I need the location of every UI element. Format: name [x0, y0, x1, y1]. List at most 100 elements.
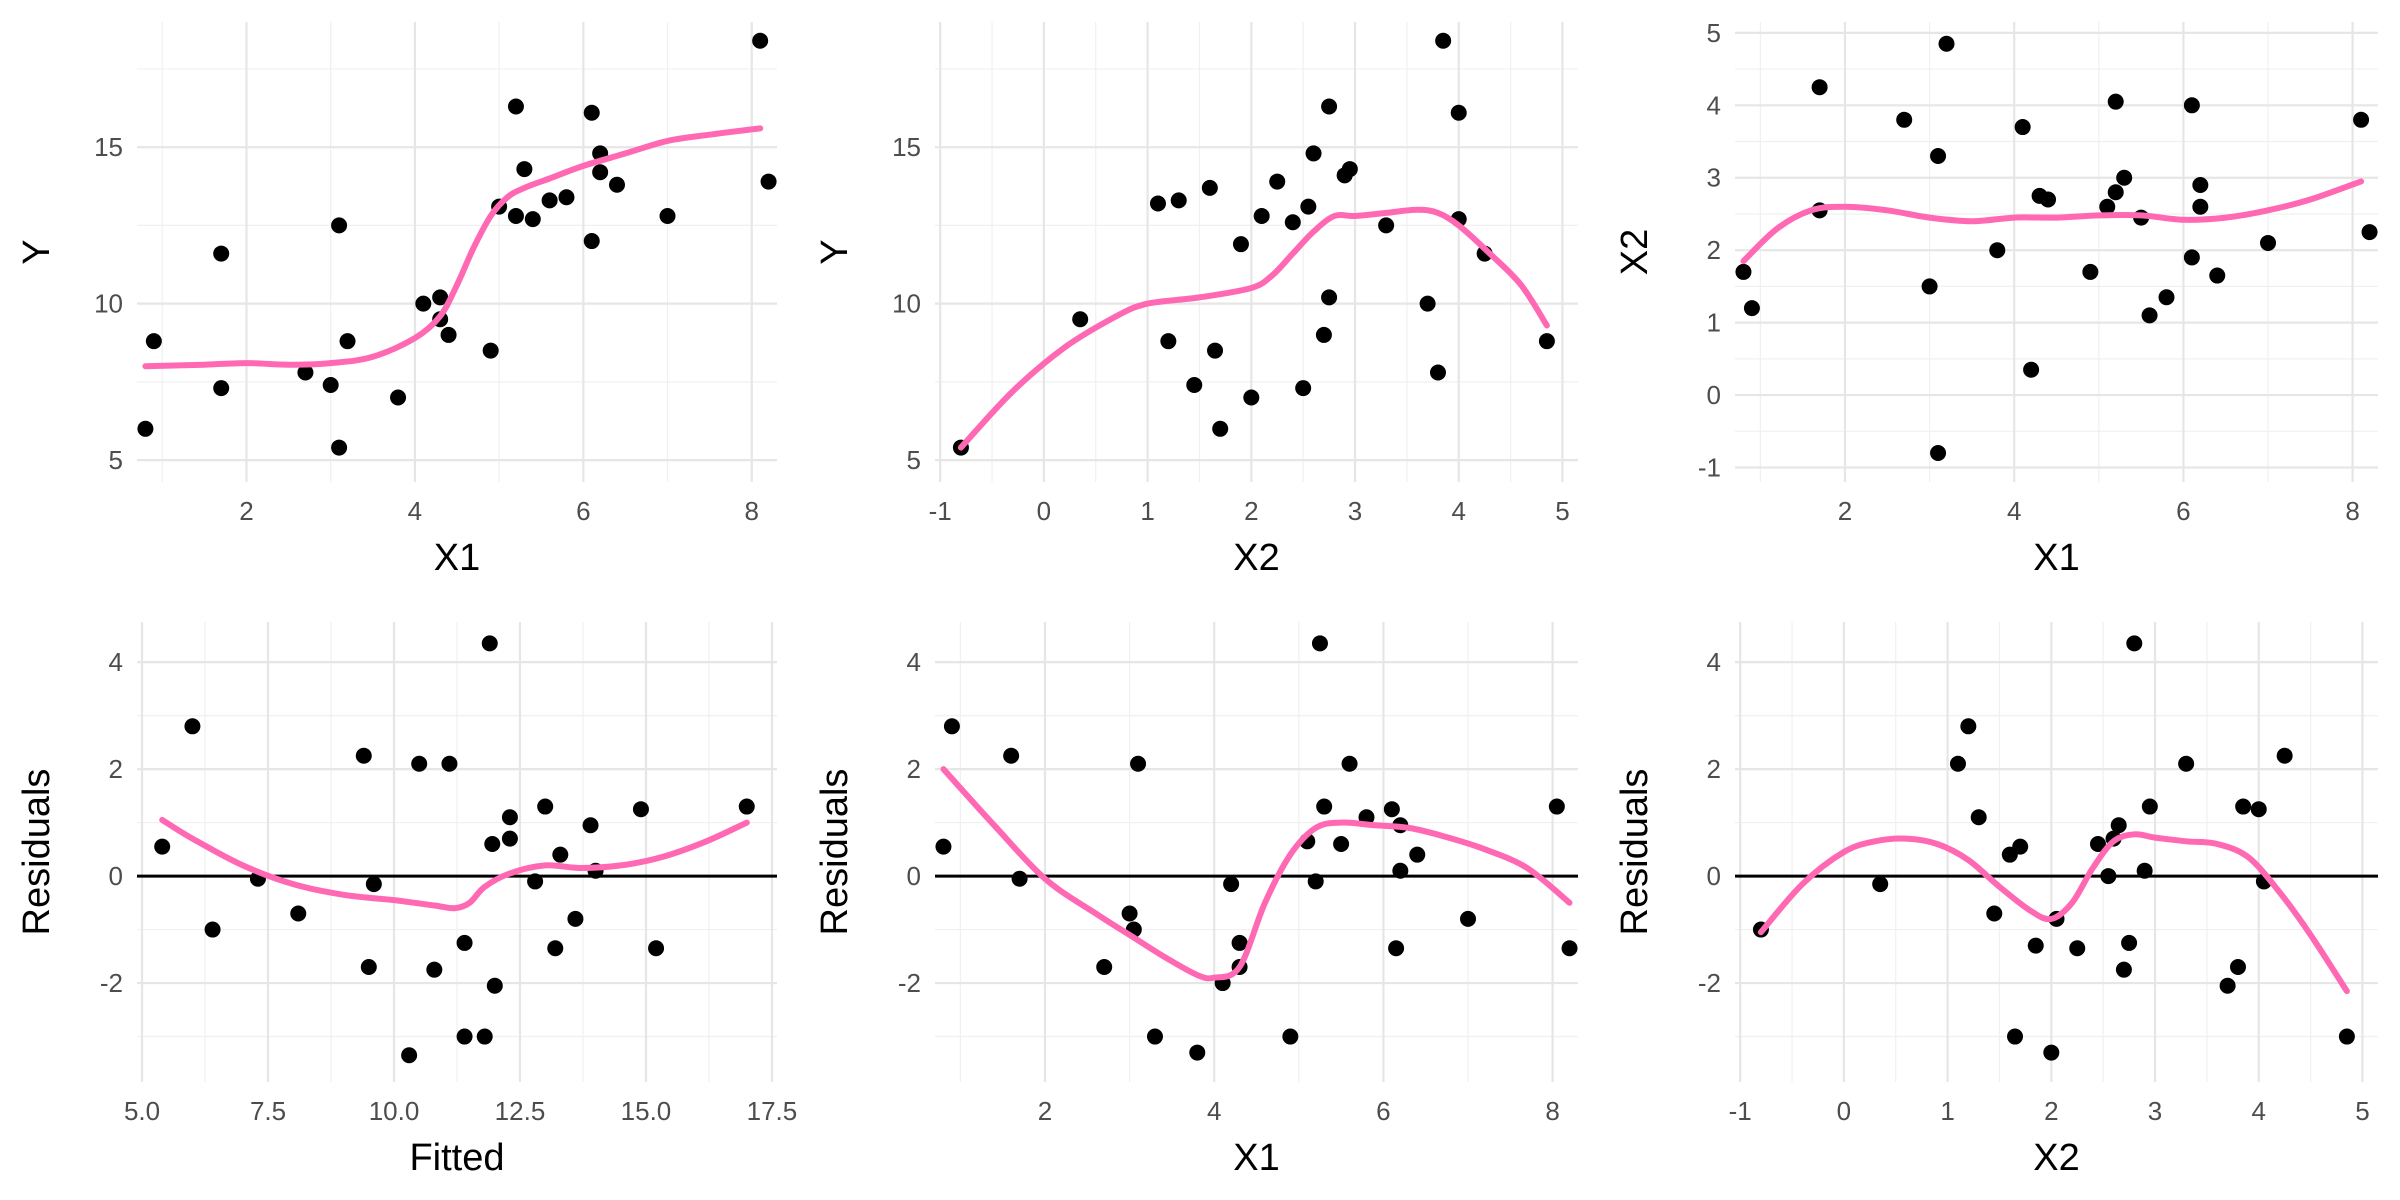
y-tick-label: 3: [1707, 163, 1721, 193]
x-tick-label: 10.0: [369, 1096, 420, 1126]
x-tick-label: -1: [929, 496, 952, 526]
data-point: [2116, 169, 2133, 186]
data-point: [2141, 798, 2158, 815]
data-point: [1212, 420, 1229, 437]
x-tick-label: 6: [2176, 496, 2190, 526]
smooth-trend-line: [940, 766, 1573, 982]
x-tick-label: 1: [1140, 496, 1154, 526]
y-tick-label: 2: [109, 754, 123, 784]
data-point: [331, 217, 348, 234]
data-point: [1743, 300, 1760, 317]
data-point: [2209, 267, 2226, 284]
data-point: [2183, 97, 2200, 114]
data-point: [2089, 835, 2106, 852]
y-tick-label: 4: [907, 647, 921, 677]
data-point: [145, 333, 162, 350]
y-tick-label: 2: [1707, 754, 1721, 784]
data-point: [1341, 161, 1358, 178]
data-point: [1450, 104, 1467, 121]
x-tick-label: 4: [1207, 1096, 1221, 1126]
y-tick-label: -2: [1698, 968, 1721, 998]
data-point: [524, 211, 541, 228]
data-point: [583, 104, 600, 121]
y-tick-label: 0: [1707, 861, 1721, 891]
panel-5: 2 4 6 8 -2 0 2 4 X1 Residuals: [814, 622, 1578, 1179]
x-tick-label: 7.5: [250, 1096, 286, 1126]
data-point: [1011, 870, 1028, 887]
data-point: [567, 910, 584, 927]
data-point: [648, 940, 665, 957]
data-point: [2121, 934, 2138, 951]
data-point: [484, 835, 501, 852]
data-point: [1096, 959, 1113, 975]
y-tick-label: -2: [898, 968, 921, 998]
data-point: [2178, 755, 2195, 772]
x-tick-label: 2: [1038, 1096, 1052, 1126]
data-point: [541, 192, 558, 209]
data-point: [204, 921, 221, 938]
data-point: [184, 718, 201, 735]
data-point: [2110, 817, 2127, 834]
data-point: [632, 801, 649, 818]
panel-4: 5.0 7.5 10.0 12.5 15.0 17.5 -2 0 2 4 Fitted Residua…: [16, 622, 797, 1179]
data-point: [552, 846, 569, 863]
data-point: [1269, 173, 1286, 190]
data-point: [527, 873, 544, 890]
data-point: [1930, 445, 1947, 462]
data-point: [1378, 217, 1395, 234]
data-point: [1970, 809, 1987, 826]
data-point: [2158, 289, 2175, 306]
data-point: [137, 420, 154, 437]
y-tick-label: 0: [907, 861, 921, 891]
data-point: [2260, 234, 2277, 251]
data-point: [2107, 93, 2124, 110]
data-point: [2023, 361, 2040, 378]
smooth-trend-line: [957, 206, 1550, 451]
data-point: [2043, 1044, 2060, 1061]
y-axis-title: Residuals: [1614, 769, 1656, 936]
y-axis-title: Residuals: [16, 769, 58, 936]
y-tick-label: 4: [109, 647, 123, 677]
data-point: [1409, 846, 1426, 863]
y-tick-label: 5: [109, 445, 123, 475]
data-point: [558, 189, 575, 206]
data-point: [2082, 263, 2099, 280]
x-tick-label: 3: [2148, 1096, 2162, 1126]
data-point: [1896, 111, 1913, 128]
data-point: [1811, 79, 1828, 96]
data-point: [1460, 910, 1477, 927]
data-point: [1341, 755, 1358, 772]
data-point: [2136, 862, 2153, 879]
data-point: [1872, 876, 1889, 893]
panel-3: 2 4 6 8 -1 0 1 2 3 4 5 X1 X2: [1614, 18, 2378, 579]
data-point: [476, 1028, 493, 1045]
data-point: [583, 233, 600, 250]
y-tick-label: 10: [94, 289, 123, 319]
smooth-trend-line: [142, 125, 764, 370]
x-tick-label: 2: [1244, 496, 1258, 526]
data-point: [486, 977, 503, 994]
data-point: [1419, 295, 1436, 312]
data-point: [2338, 1028, 2355, 1045]
data-point: [360, 959, 377, 975]
y-tick-label: 1: [1707, 308, 1721, 338]
data-point: [1207, 342, 1224, 359]
x-tick-label: 2: [1838, 496, 1852, 526]
x-tick-label: 8: [2345, 496, 2359, 526]
data-point: [507, 98, 524, 115]
data-point: [1130, 755, 1147, 772]
data-point: [2235, 798, 2252, 815]
panel-6-points: [1752, 635, 2355, 1061]
x-axis-title: Fitted: [409, 1137, 504, 1179]
data-point: [297, 364, 314, 381]
y-tick-label: 5: [1707, 18, 1721, 48]
data-point: [1243, 389, 1260, 406]
data-point: [1223, 876, 1240, 893]
data-point: [365, 876, 382, 893]
x-tick-label: 6: [576, 496, 590, 526]
y-tick-label: -1: [1698, 453, 1721, 483]
data-point: [2219, 977, 2236, 994]
x-axis-title: X1: [2033, 537, 2079, 579]
y-axis-title: Y: [16, 239, 58, 264]
